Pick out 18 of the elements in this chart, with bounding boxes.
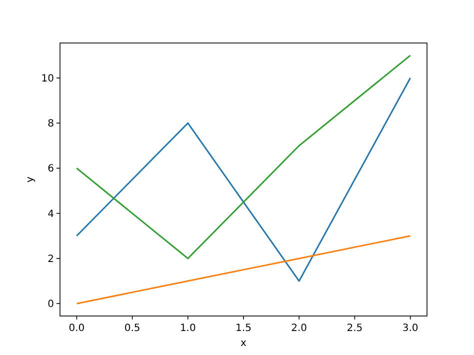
- y-tick-label: 0: [48, 299, 54, 310]
- y-tick-label: 10: [41, 73, 54, 84]
- x-tick-label: 2.5: [346, 323, 363, 334]
- x-tick-label: 0.0: [68, 323, 85, 334]
- x-tick-label: 1.5: [236, 323, 252, 334]
- y-tick-label: 4: [48, 208, 54, 220]
- x-tick-label: 0.5: [124, 323, 140, 334]
- line-series: [76, 235, 412, 304]
- y-tick-label: 2: [48, 254, 54, 265]
- line-series: [76, 54, 412, 260]
- x-tick-label: 3.0: [402, 323, 418, 334]
- y-tick-label: 6: [48, 164, 54, 175]
- x-tick-label: 2.0: [291, 323, 308, 334]
- x-axis-title: x: [240, 338, 247, 349]
- x-tick-label: 1.0: [180, 323, 196, 334]
- y-tick-label: 8: [48, 118, 54, 130]
- y-axis-title: y: [25, 176, 36, 182]
- line-series: [76, 77, 412, 282]
